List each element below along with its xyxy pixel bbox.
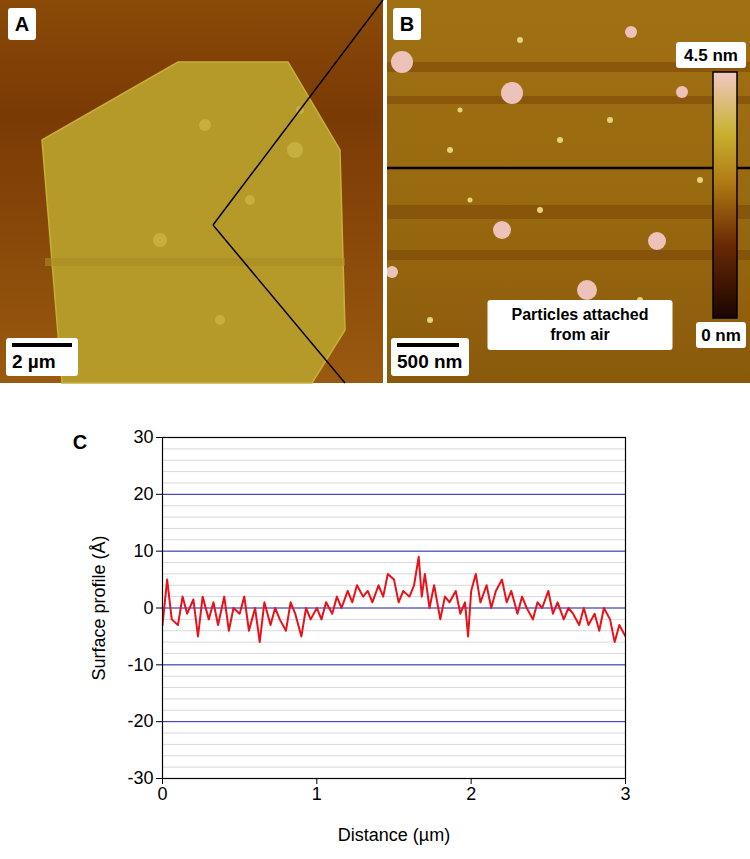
svg-text:4.5 nm: 4.5 nm [684, 46, 738, 65]
svg-text:from air: from air [550, 326, 610, 343]
svg-text:A: A [15, 13, 29, 35]
svg-text:C: C [73, 431, 87, 453]
svg-text:Surface profile (Å): Surface profile (Å) [89, 535, 109, 680]
svg-text:-20: -20 [127, 711, 153, 731]
svg-text:0 nm: 0 nm [701, 326, 741, 345]
svg-text:Distance (µm): Distance (µm) [338, 825, 450, 845]
svg-text:-10: -10 [127, 655, 153, 675]
svg-text:10: 10 [133, 541, 153, 561]
svg-text:-30: -30 [127, 768, 153, 788]
svg-text:0: 0 [143, 598, 153, 618]
svg-text:Particles attached: Particles attached [512, 306, 649, 323]
svg-text:0: 0 [157, 784, 167, 804]
svg-text:500 nm: 500 nm [397, 351, 462, 372]
svg-text:B: B [400, 13, 414, 35]
svg-text:3: 3 [620, 784, 630, 804]
svg-text:2 µm: 2 µm [12, 351, 56, 372]
svg-text:20: 20 [133, 484, 153, 504]
svg-text:1: 1 [312, 784, 322, 804]
svg-text:30: 30 [133, 427, 153, 447]
svg-text:2: 2 [466, 784, 476, 804]
